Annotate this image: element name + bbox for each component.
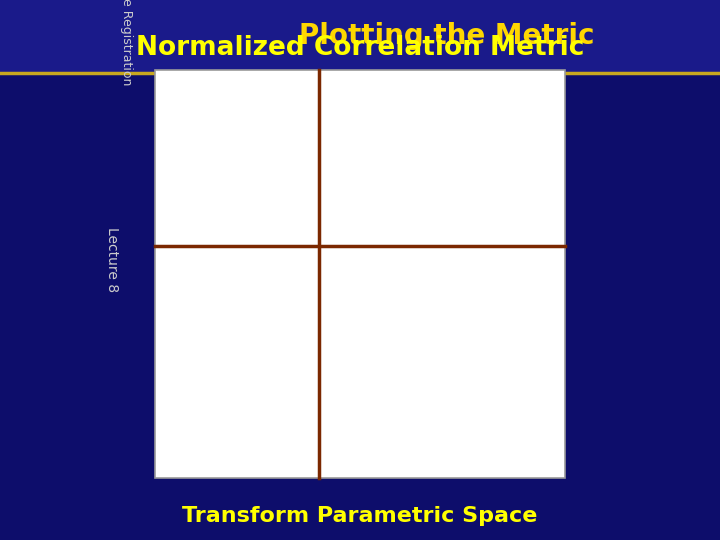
Bar (0, 0, 720, 73)
Bar (155, 70, 565, 478)
Text: Normalized Correlation Metric: Normalized Correlation Metric (136, 35, 584, 61)
Text: Lecture 8: Lecture 8 (104, 227, 119, 292)
Text: Transform Parametric Space: Transform Parametric Space (182, 505, 538, 526)
Text: e Registration: e Registration (120, 0, 132, 85)
Text: Plotting the Metric: Plotting the Metric (299, 23, 594, 50)
